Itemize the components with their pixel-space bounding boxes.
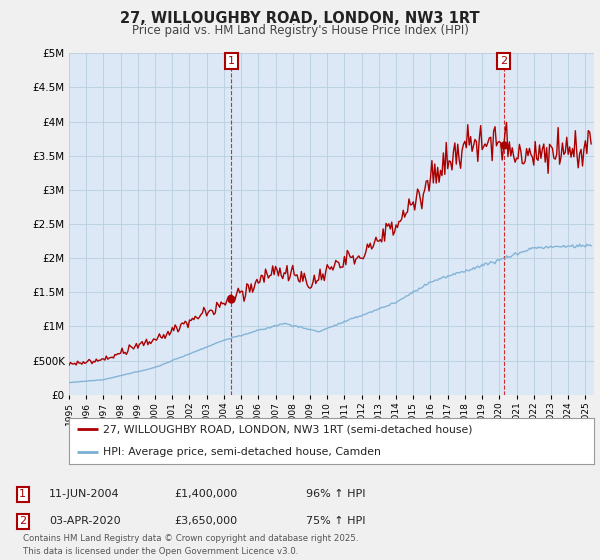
Text: 2: 2 (19, 516, 26, 526)
Text: 1: 1 (228, 56, 235, 66)
Text: 27, WILLOUGHBY ROAD, LONDON, NW3 1RT: 27, WILLOUGHBY ROAD, LONDON, NW3 1RT (120, 11, 480, 26)
Text: £1,400,000: £1,400,000 (174, 489, 237, 500)
Text: 11-JUN-2004: 11-JUN-2004 (49, 489, 120, 500)
Text: 96% ↑ HPI: 96% ↑ HPI (306, 489, 365, 500)
Text: £3,650,000: £3,650,000 (174, 516, 237, 526)
Text: Price paid vs. HM Land Registry's House Price Index (HPI): Price paid vs. HM Land Registry's House … (131, 24, 469, 36)
Text: 03-APR-2020: 03-APR-2020 (49, 516, 121, 526)
Text: 2: 2 (500, 56, 507, 66)
Text: 27, WILLOUGHBY ROAD, LONDON, NW3 1RT (semi-detached house): 27, WILLOUGHBY ROAD, LONDON, NW3 1RT (se… (103, 424, 473, 434)
Text: 75% ↑ HPI: 75% ↑ HPI (306, 516, 365, 526)
Text: HPI: Average price, semi-detached house, Camden: HPI: Average price, semi-detached house,… (103, 447, 381, 457)
Text: 1: 1 (19, 489, 26, 500)
Text: Contains HM Land Registry data © Crown copyright and database right 2025.
This d: Contains HM Land Registry data © Crown c… (23, 534, 358, 556)
